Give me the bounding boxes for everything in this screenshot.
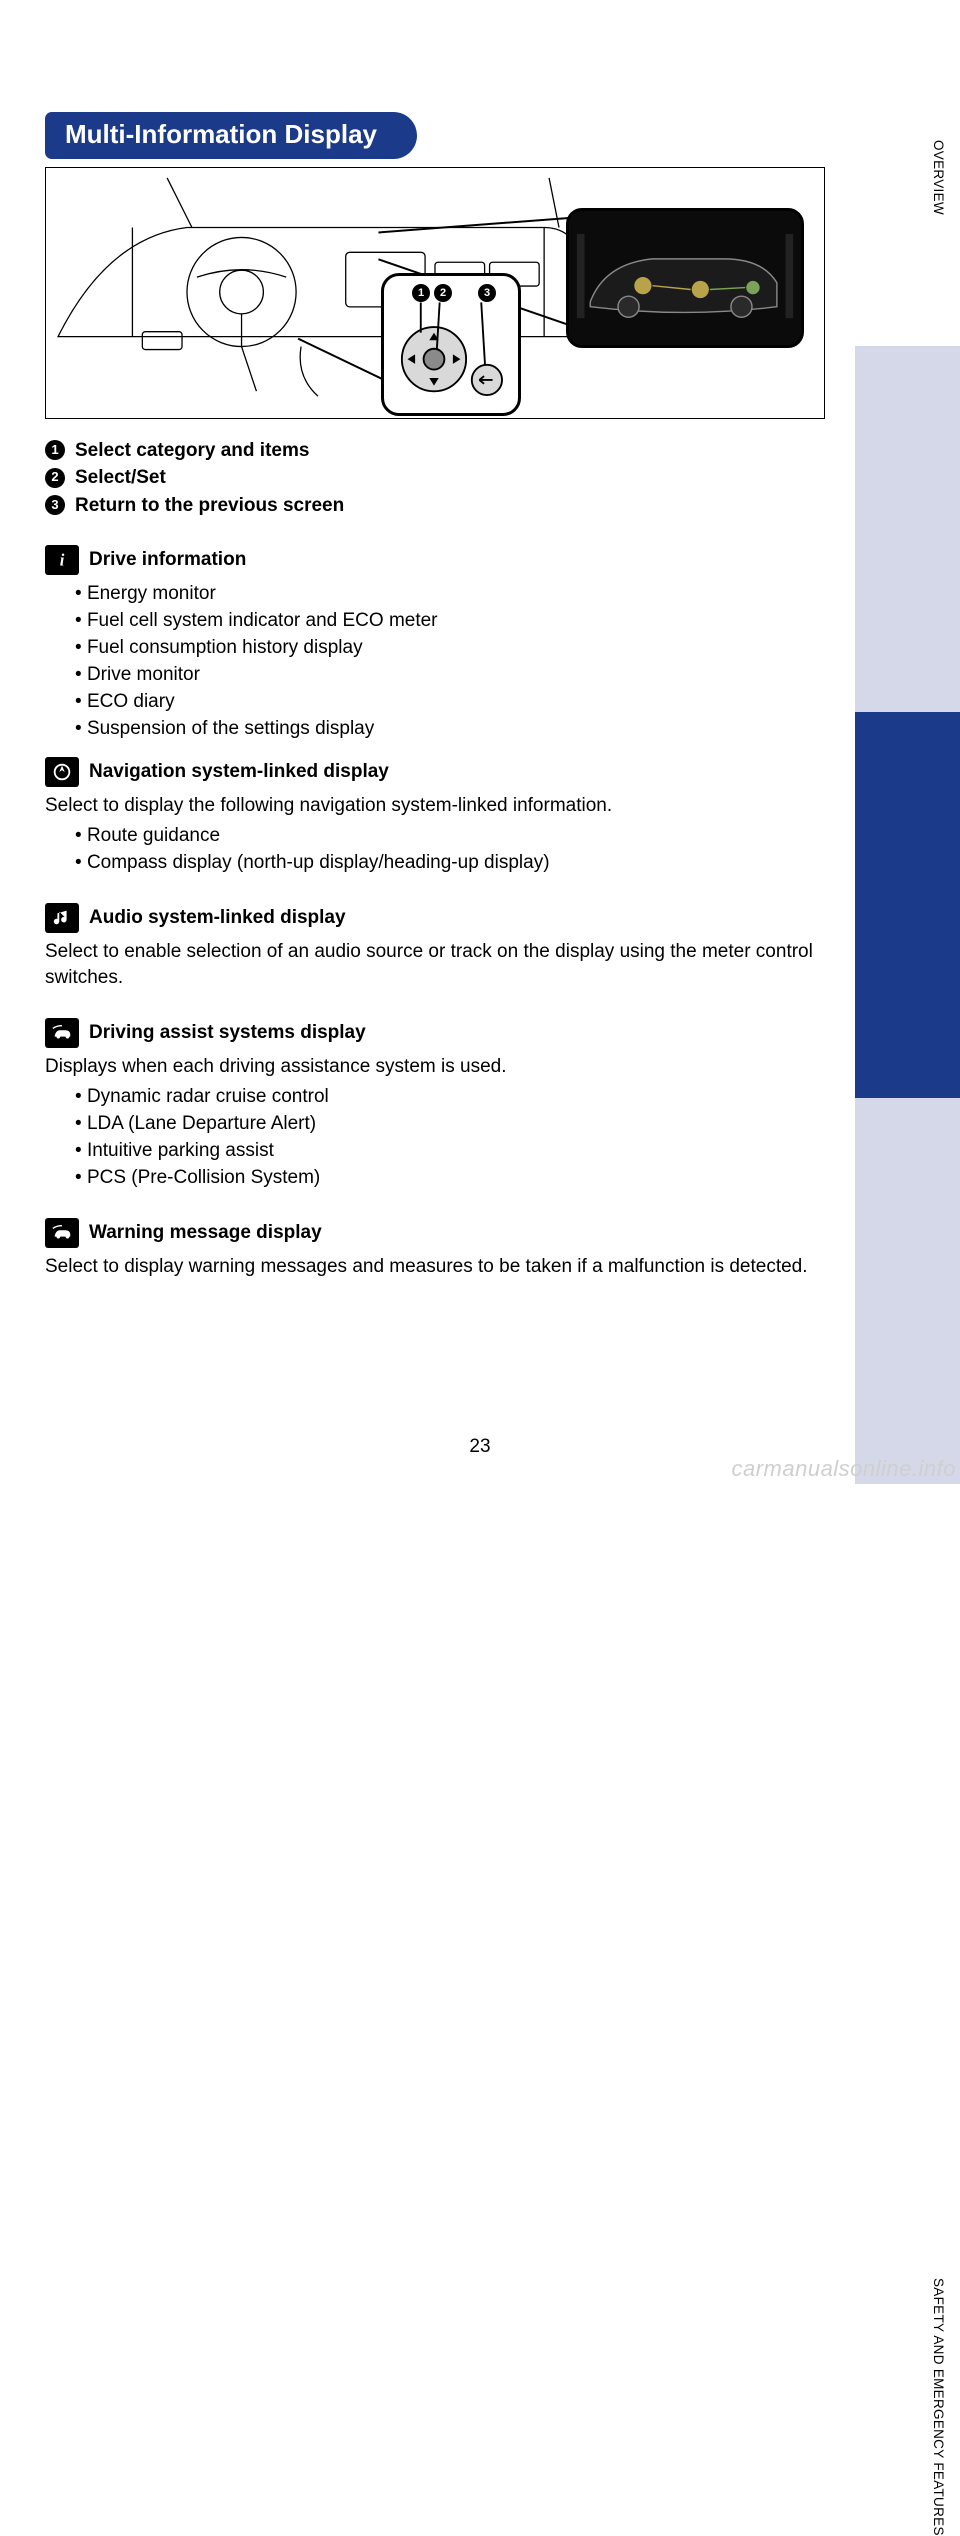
sec-nav-body: Select to display the following navigati…: [45, 793, 860, 819]
bullet: Route guidance: [75, 823, 860, 850]
sec-assist-bullets: Dynamic radar cruise control LDA (Lane D…: [45, 1084, 860, 1192]
sec-assist-body: Displays when each driving assistance sy…: [45, 1054, 860, 1080]
bullet: LDA (Lane Departure Alert): [75, 1111, 860, 1138]
bullet: Dynamic radar cruise control: [75, 1084, 860, 1111]
bullet: Drive monitor: [75, 662, 860, 689]
bullet: Fuel consumption history display: [75, 635, 860, 662]
page-number: 23: [0, 1436, 960, 1458]
sec-title: Audio system-linked display: [89, 907, 346, 929]
tab-overview: OVERVIEW: [855, 0, 960, 346]
figure-dashboard: 1 2 3: [45, 167, 825, 419]
tab-label: FEATURES/OPERATIONS: [931, 1542, 946, 1710]
sec-title: Drive information: [89, 549, 246, 571]
legend-text-1: Select category and items: [75, 437, 309, 465]
sec-warning-head: Warning message display: [45, 1218, 860, 1248]
tab-safety: SAFETY AND EMERGENCY FEATURES: [855, 1098, 960, 1484]
legend-num-1: 1: [45, 440, 65, 460]
figure-num-1: 1: [412, 284, 430, 302]
figure-callout-controls: 1 2 3: [381, 273, 521, 416]
watermark: carmanualsonline.info: [731, 1456, 956, 1482]
car-warning-icon: [45, 1218, 79, 1248]
info-icon: i: [45, 545, 79, 575]
tab-hydrogen: HYDROGEN FUEL CELL SYSTEM & SAFETY FEATU…: [855, 346, 960, 712]
legend-num-2: 2: [45, 468, 65, 488]
bullet: Compass display (north-up display/headin…: [75, 850, 860, 877]
display-svg: [569, 211, 801, 345]
bullet: ECO diary: [75, 689, 860, 716]
bullet: Intuitive parking assist: [75, 1138, 860, 1165]
bullet: Fuel cell system indicator and ECO meter: [75, 608, 860, 635]
tab-label: SAFETY AND EMERGENCY FEATURES: [931, 2278, 946, 2536]
legend-num-3: 3: [45, 495, 65, 515]
tab-features: FEATURES/OPERATIONS: [855, 712, 960, 1098]
sec-warning-body: Select to display warning messages and m…: [45, 1254, 860, 1280]
svg-text:i: i: [60, 551, 65, 570]
sec-nav-bullets: Route guidance Compass display (north-up…: [45, 823, 860, 877]
sec-audio-body: Select to enable selection of an audio s…: [45, 939, 860, 991]
sec-drive-info-head: i Drive information: [45, 545, 860, 575]
sec-title: Navigation system-linked display: [89, 761, 389, 783]
legend-text-3: Return to the previous screen: [75, 492, 344, 520]
car-assist-icon: [45, 1018, 79, 1048]
sec-nav-head: Navigation system-linked display: [45, 757, 860, 787]
audio-icon: [45, 903, 79, 933]
nav-icon: [45, 757, 79, 787]
callout-legend: 1 Select category and items 2 Select/Set…: [45, 437, 860, 520]
figure-num-3: 3: [478, 284, 496, 302]
sec-audio-head: Audio system-linked display: [45, 903, 860, 933]
figure-callout-display: [566, 208, 804, 348]
sec-drive-info-bullets: Energy monitor Fuel cell system indicato…: [45, 581, 860, 743]
bullet: PCS (Pre-Collision System): [75, 1165, 860, 1192]
legend-text-2: Select/Set: [75, 464, 166, 492]
sec-title: Warning message display: [89, 1222, 322, 1244]
tab-label: OVERVIEW: [931, 140, 946, 215]
figure-num-2: 2: [434, 284, 452, 302]
sec-title: Driving assist systems display: [89, 1022, 366, 1044]
sec-assist-head: Driving assist systems display: [45, 1018, 860, 1048]
bullet: Energy monitor: [75, 581, 860, 608]
section-heading: Multi-Information Display: [45, 112, 417, 159]
bullet: Suspension of the settings display: [75, 716, 860, 743]
